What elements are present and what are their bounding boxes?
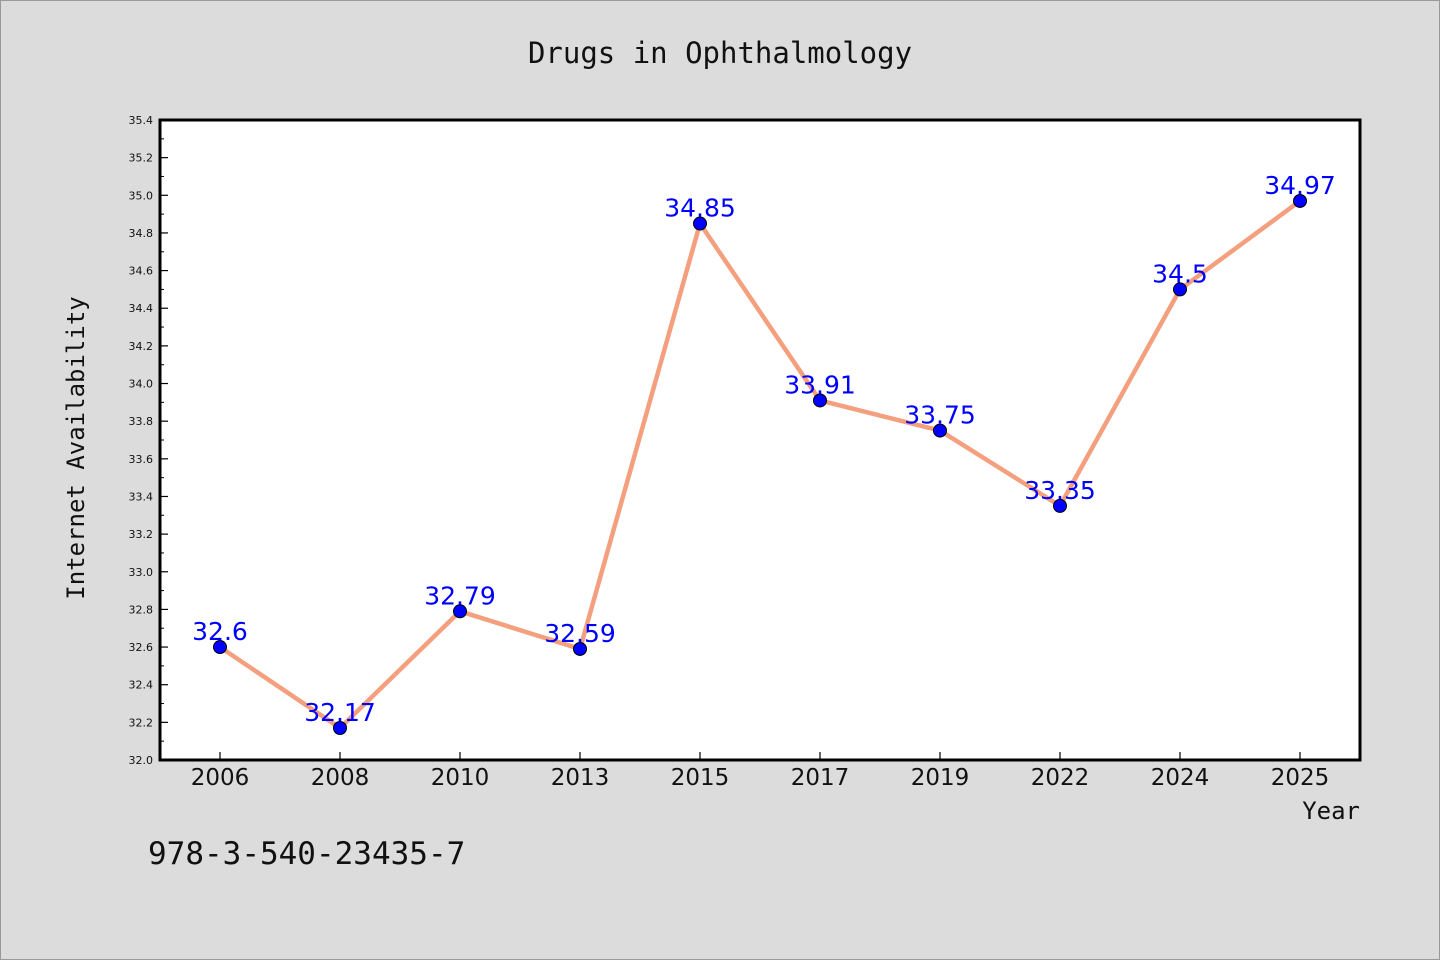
footnote-text: 978-3-540-23435-7 [148, 836, 465, 872]
data-label: 34.85 [664, 194, 736, 223]
series-line [218, 199, 1302, 731]
data-point [933, 423, 947, 438]
y-tick-label: 35.2 [129, 152, 154, 165]
data-point [813, 393, 827, 408]
data-label: 34.5 [1152, 259, 1208, 288]
data-point [573, 641, 587, 656]
data-label: 32.59 [544, 619, 616, 648]
data-labels: 32.6 32.17 32.79 32.59 34.85 33.91 33.75 33.35 3… [192, 171, 1336, 727]
y-tick-label: 33.4 [129, 490, 154, 503]
y-tick-label: 34.0 [129, 378, 154, 391]
x-tick-label: 2010 [431, 765, 490, 791]
data-label: 33.91 [784, 370, 856, 399]
y-tick-label: 32.0 [129, 754, 154, 767]
data-point [693, 216, 707, 231]
x-axis-label: Year [1302, 797, 1360, 825]
x-tick-label: 2024 [1151, 765, 1210, 791]
y-tick-label: 34.6 [129, 265, 154, 278]
y-axis-label: Internet Availability [62, 296, 90, 599]
y-tick-label: 33.0 [129, 566, 154, 579]
y-tick-label: 33.6 [129, 453, 154, 466]
y-tick-label: 35.0 [129, 189, 154, 202]
x-tick-label: 2025 [1271, 765, 1330, 791]
x-axis: 2006 2008 2010 2013 2015 2017 2019 2022 2024 2025 [191, 752, 1330, 791]
data-label: 32.79 [424, 581, 496, 610]
y-tick-label: 32.8 [129, 603, 154, 616]
x-tick-label: 2015 [671, 765, 730, 791]
x-tick-label: 2008 [311, 765, 370, 791]
y-tick-label: 34.4 [129, 302, 154, 315]
series-polyline [218, 199, 1302, 731]
chart-title: Drugs in Ophthalmology [528, 36, 912, 70]
data-point [1173, 282, 1187, 297]
data-point [213, 640, 227, 655]
data-label: 34.97 [1264, 171, 1336, 200]
x-tick-label: 2022 [1031, 765, 1090, 791]
data-label: 32.17 [304, 698, 376, 727]
y-tick-label: 32.4 [129, 679, 154, 692]
data-point [1293, 193, 1307, 208]
y-tick-label: 32.6 [129, 641, 154, 654]
plot-area [160, 120, 1360, 760]
y-tick-label: 33.8 [129, 415, 154, 428]
x-tick-label: 2013 [551, 765, 610, 791]
y-tick-label: 33.2 [129, 528, 154, 541]
y-tick-label: 34.2 [129, 340, 154, 353]
data-point [333, 721, 347, 735]
data-label: 33.75 [904, 401, 976, 430]
x-tick-label: 2017 [791, 765, 850, 791]
data-point [1053, 498, 1067, 513]
y-tick-label: 32.2 [129, 716, 154, 729]
plot-border [158, 118, 1362, 762]
x-tick-label: 2006 [191, 765, 250, 791]
y-tick-label: 34.8 [129, 227, 154, 240]
data-label: 33.35 [1024, 476, 1096, 505]
series-markers [213, 193, 1307, 735]
y-tick-label: 35.4 [129, 114, 154, 127]
x-tick-label: 2019 [911, 765, 970, 791]
data-label: 32.6 [192, 617, 248, 646]
data-point [453, 604, 467, 619]
